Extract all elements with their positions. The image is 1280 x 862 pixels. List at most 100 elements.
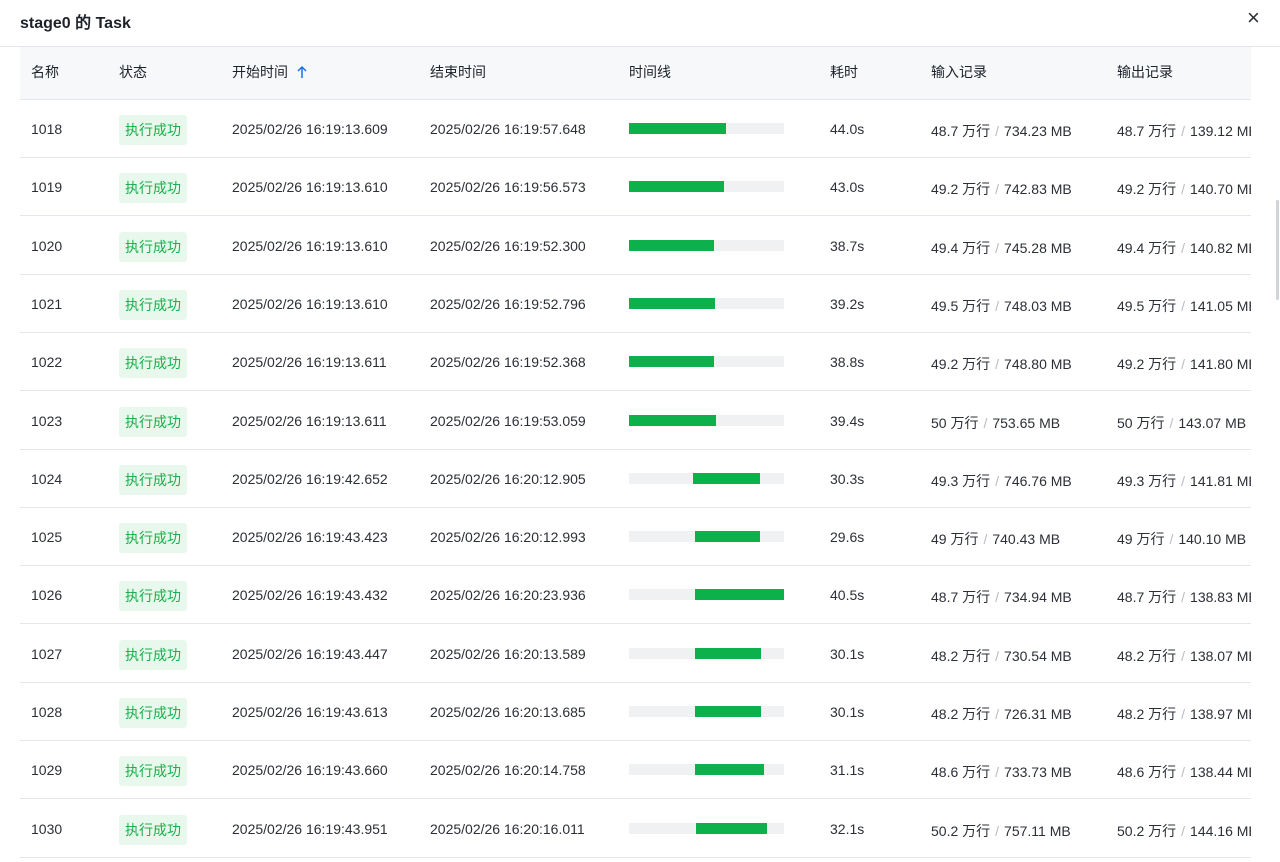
input-records: 49.2 万行/748.80 MB xyxy=(931,354,1072,374)
start-time: 2025/02/26 16:19:43.447 xyxy=(232,645,388,662)
separator: / xyxy=(995,822,1000,839)
separator: / xyxy=(1181,822,1186,839)
column-header: 耗时 xyxy=(830,64,858,80)
record-size: 730.54 MB xyxy=(1004,647,1072,664)
end-time: 2025/02/26 16:19:57.648 xyxy=(430,121,586,137)
separator: / xyxy=(995,764,1000,781)
record-size: 757.11 MB xyxy=(1004,822,1071,839)
table-row: 1023 执行成功 2025/02/26 16:19:13.611 2025/02/2… xyxy=(20,392,1251,450)
record-count: 49.2 万行 xyxy=(931,181,991,198)
timeline-bar xyxy=(629,297,716,309)
table-row: 1024 执行成功 2025/02/26 16:19:42.652 2025/02/2… xyxy=(20,450,1251,508)
separator: / xyxy=(1181,181,1186,198)
duration: 31.1s xyxy=(830,762,865,779)
end-time: 2025/02/26 16:20:13.589 xyxy=(430,645,586,662)
end-time: 2025/02/26 16:20:23.936 xyxy=(430,587,586,604)
timeline-track xyxy=(629,356,784,368)
task-name: 1029 xyxy=(31,762,63,779)
start-time: 2025/02/26 16:19:13.610 xyxy=(232,295,388,312)
task-name: 1020 xyxy=(31,237,63,254)
separator: / xyxy=(1169,414,1174,431)
output-records: 50 万行/143.07 MB xyxy=(1117,413,1246,433)
task-name: 1028 xyxy=(31,704,63,720)
input-records: 48.2 万行/726.31 MB xyxy=(931,704,1072,724)
end-time: 2025/02/26 16:19:53.059 xyxy=(430,412,586,429)
record-size: 734.23 MB xyxy=(1004,123,1072,139)
record-count: 49.3 万行 xyxy=(1117,472,1177,489)
record-size: 734.94 MB xyxy=(1004,589,1072,606)
column-header: 输入记录 xyxy=(931,64,987,80)
record-count: 48.2 万行 xyxy=(1117,706,1177,722)
separator: / xyxy=(1181,239,1186,256)
start-time: 2025/02/26 16:19:43.951 xyxy=(232,820,388,837)
separator: / xyxy=(1181,764,1186,781)
column-header: 输出记录 xyxy=(1117,64,1173,80)
sort-icon[interactable] xyxy=(296,65,308,79)
separator: / xyxy=(995,706,1000,722)
end-time: 2025/02/26 16:19:52.796 xyxy=(430,295,586,312)
duration: 30.1s xyxy=(830,645,865,662)
record-size: 138.44 MB xyxy=(1190,764,1251,781)
input-records: 49.3 万行/746.76 MB xyxy=(931,471,1072,491)
end-time: 2025/02/26 16:20:16.011 xyxy=(430,820,585,837)
task-name: 1025 xyxy=(31,529,63,546)
timeline-track xyxy=(629,822,784,834)
record-count: 48.2 万行 xyxy=(931,706,991,722)
table-row: 1018 执行成功 2025/02/26 16:19:13.609 2025/02/2… xyxy=(20,100,1251,158)
input-records: 48.6 万行/733.73 MB xyxy=(931,762,1072,782)
start-time: 2025/02/26 16:19:43.613 xyxy=(232,704,388,720)
record-size: 748.80 MB xyxy=(1004,356,1072,373)
record-count: 48.2 万行 xyxy=(931,647,991,664)
timeline-track xyxy=(629,123,784,134)
record-size: 140.10 MB xyxy=(1178,531,1247,548)
output-records: 50.2 万行/144.16 MB xyxy=(1117,821,1251,841)
scrollbar[interactable] xyxy=(1276,200,1279,300)
task-name: 1024 xyxy=(31,470,63,487)
timeline-track xyxy=(629,239,784,251)
close-button[interactable]: × xyxy=(1247,5,1260,30)
start-time: 2025/02/26 16:19:13.611 xyxy=(232,354,387,371)
status-tag: 执行成功 xyxy=(119,756,187,787)
status-tag: 执行成功 xyxy=(119,581,187,612)
output-records: 49.2 万行/140.70 MB xyxy=(1117,179,1251,199)
dialog-title: stage0 的 Task xyxy=(20,15,131,32)
separator: / xyxy=(1181,123,1186,139)
end-time: 2025/02/26 16:19:52.368 xyxy=(430,354,586,371)
column-header: 名称 xyxy=(31,64,59,80)
column-header: 时间线 xyxy=(629,64,671,80)
output-records: 48.7 万行/138.83 MB xyxy=(1117,587,1251,607)
end-time: 2025/02/26 16:20:12.905 xyxy=(430,470,586,487)
record-size: 141.81 MB xyxy=(1190,472,1251,489)
record-count: 50.2 万行 xyxy=(1117,822,1177,839)
column-header[interactable]: 开始时间 xyxy=(232,62,308,82)
timeline-track xyxy=(629,472,784,484)
status-tag: 执行成功 xyxy=(119,231,187,262)
output-records: 49.5 万行/141.05 MB xyxy=(1117,296,1251,316)
timeline-bar xyxy=(629,356,715,368)
input-records: 48.2 万行/730.54 MB xyxy=(931,646,1072,666)
table-row: 1026 执行成功 2025/02/26 16:19:43.432 2025/02/2… xyxy=(20,566,1251,625)
table-row: 1025 执行成功 2025/02/26 16:19:43.423 2025/02/2… xyxy=(20,508,1251,567)
column-header: 结束时间 xyxy=(430,64,486,80)
record-count: 48.6 万行 xyxy=(1117,764,1177,781)
divider xyxy=(20,857,1251,858)
timeline-track xyxy=(629,181,784,193)
record-count: 50 万行 xyxy=(931,414,979,431)
record-size: 742.83 MB xyxy=(1004,181,1072,198)
output-records: 48.6 万行/138.44 MB xyxy=(1117,762,1251,782)
record-count: 50.2 万行 xyxy=(931,822,991,839)
record-size: 138.97 MB xyxy=(1190,706,1251,722)
input-records: 48.7 万行/734.23 MB xyxy=(931,121,1072,141)
record-count: 49.2 万行 xyxy=(931,356,991,373)
input-records: 48.7 万行/734.94 MB xyxy=(931,587,1072,607)
separator: / xyxy=(995,472,1000,489)
duration: 32.1s xyxy=(830,820,865,837)
record-count: 49.2 万行 xyxy=(1117,181,1177,198)
duration: 40.5s xyxy=(830,587,865,604)
status-tag: 执行成功 xyxy=(119,464,187,495)
separator: / xyxy=(983,414,988,431)
record-count: 49.2 万行 xyxy=(1117,356,1177,373)
table-row: 1021 执行成功 2025/02/26 16:19:13.610 2025/02/2… xyxy=(20,275,1251,333)
record-count: 48.2 万行 xyxy=(1117,647,1177,664)
